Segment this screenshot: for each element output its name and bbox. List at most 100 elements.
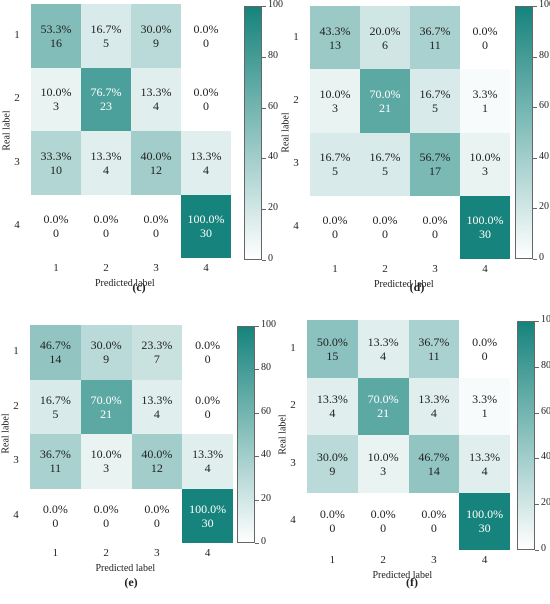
heatmap-cell: 13.3% 4: [81, 131, 131, 195]
colorbar-tick-label: 40: [541, 451, 550, 462]
x-tick-label: 4: [481, 554, 488, 566]
cell-percent-label: 16.7%: [39, 392, 71, 407]
cell-count-label: 0: [481, 348, 488, 363]
cell-count-label: 0: [430, 521, 437, 536]
colorbar: [517, 321, 535, 550]
y-axis-label: Real label: [277, 414, 289, 455]
colorbar-tick-mark: [533, 107, 537, 108]
colorbar-tick-label: 100: [268, 0, 283, 10]
colorbar-tick-label: 0: [261, 536, 266, 547]
heatmap-cell: 0.0% 0: [181, 67, 231, 131]
cell-count-label: 6: [382, 37, 388, 52]
heatmap-cell: 0.0% 0: [307, 492, 358, 550]
cell-percent-label: 56.7%: [419, 150, 451, 165]
cell-count-label: 0: [432, 227, 438, 242]
x-tick-label: 2: [382, 263, 388, 275]
heatmap-cell: 16.7% 5: [310, 132, 360, 196]
colorbar-tick-label: 60: [261, 406, 271, 417]
heatmap-cell: 46.7% 14: [408, 435, 460, 493]
cell-percent-label: 3.3%: [472, 392, 498, 407]
cell-percent-label: 0.0%: [143, 212, 169, 227]
heatmap-cell: 10.0% 3: [460, 132, 510, 196]
heatmap-cell: 30.0% 9: [307, 435, 358, 493]
cell-count-label: 0: [203, 35, 209, 50]
heatmap-cell: 3.3% 1: [459, 377, 510, 435]
heatmap-cell: 76.7% 23: [81, 67, 131, 131]
colorbar: [244, 6, 262, 260]
x-axis-label: Predicted label: [374, 279, 434, 290]
heatmap-cell: 13.3% 4: [181, 131, 231, 195]
cell-percent-label: 70.0%: [90, 392, 122, 407]
cell-percent-label: 10.0%: [469, 150, 501, 165]
cell-count-label: 5: [382, 164, 388, 179]
cell-percent-label: 13.3%: [140, 85, 172, 100]
heatmap-cell: 100.0% 30: [459, 492, 510, 550]
cell-count-label: 0: [382, 227, 388, 242]
cell-percent-label: 10.0%: [90, 447, 122, 462]
x-tick-label: 4: [203, 262, 209, 274]
heatmap-cell: 0.0% 0: [181, 4, 231, 68]
colorbar-tick-mark: [255, 456, 259, 457]
heatmap-cell: 0.0% 0: [81, 194, 131, 258]
y-tick-label: 3: [14, 155, 20, 168]
colorbar-tick-mark: [262, 108, 266, 109]
cell-percent-label: 30.0%: [90, 338, 122, 353]
heatmap-grid: 43.3% 13 20.0% 6 36.7% 11 0.0% 0 10.0% 3 70.0% 21 16…: [310, 6, 510, 259]
cell-count-label: 15: [326, 348, 339, 363]
cell-percent-label: 0.0%: [370, 507, 396, 522]
cell-count-label: 4: [153, 99, 159, 114]
cell-percent-label: 13.3%: [141, 392, 173, 407]
heatmap-cell: 100.0% 30: [182, 488, 233, 543]
cell-count-label: 0: [332, 227, 338, 242]
colorbar: [515, 6, 533, 259]
cell-count-label: 0: [380, 521, 387, 536]
cell-percent-label: 30.0%: [140, 21, 172, 36]
cell-percent-label: 0.0%: [319, 507, 345, 522]
colorbar-tick-mark: [255, 326, 259, 327]
colorbar-tick-label: 20: [539, 201, 549, 212]
y-tick-label: 2: [293, 93, 299, 106]
y-axis-label: Real label: [280, 111, 292, 153]
heatmap-cell: 0.0% 0: [30, 488, 81, 543]
cell-count-label: 21: [379, 100, 391, 115]
cell-count-label: 9: [103, 352, 110, 367]
cell-percent-label: 13.3%: [469, 449, 501, 464]
cell-count-label: 4: [430, 406, 437, 421]
cell-count-label: 17: [429, 164, 441, 179]
colorbar-tick-mark: [533, 158, 537, 159]
cell-percent-label: 0.0%: [93, 212, 119, 227]
colorbar-tick-label: 20: [261, 493, 271, 504]
heatmap-cell: 0.0% 0: [410, 195, 460, 259]
x-tick-label: 1: [52, 547, 59, 559]
colorbar-tick-mark: [262, 158, 266, 159]
colorbar-tick-mark: [533, 57, 537, 58]
cell-count-label: 5: [332, 164, 338, 179]
cell-count-label: 23: [100, 99, 112, 114]
cell-count-label: 4: [380, 348, 387, 363]
cell-count-label: 0: [52, 515, 59, 530]
cell-count-label: 0: [204, 352, 211, 367]
y-tick-label: 3: [13, 454, 19, 467]
colorbar: [237, 326, 255, 543]
colorbar-tick-label: 100: [539, 0, 550, 10]
cell-percent-label: 36.7%: [39, 447, 71, 462]
heatmap-grid: 46.7% 14 30.0% 9 23.3% 7 0.0% 0 16.7% 5 70.0% 21 13.…: [30, 325, 233, 543]
cell-percent-label: 33.3%: [40, 148, 72, 163]
x-tick-label: 1: [329, 554, 336, 566]
colorbar-tick-mark: [255, 369, 259, 370]
colorbar-tick-mark: [255, 543, 259, 544]
cell-count-label: 10: [50, 162, 62, 177]
cell-count-label: 30: [479, 227, 491, 242]
cell-count-label: 5: [432, 100, 438, 115]
cell-percent-label: 43.3%: [319, 23, 351, 38]
cell-count-label: 3: [380, 463, 387, 478]
y-tick-label: 1: [290, 341, 296, 354]
heatmap-cell: 13.3% 4: [131, 379, 183, 434]
colorbar-tick-label: 60: [539, 100, 549, 111]
cell-count-label: 4: [203, 162, 209, 177]
colorbar-tick-label: 0: [268, 253, 273, 264]
cell-percent-label: 0.0%: [195, 392, 221, 407]
heatmap-cell: 16.7% 5: [410, 69, 460, 133]
cell-count-label: 3: [53, 99, 59, 114]
cell-count-label: 3: [103, 461, 110, 476]
